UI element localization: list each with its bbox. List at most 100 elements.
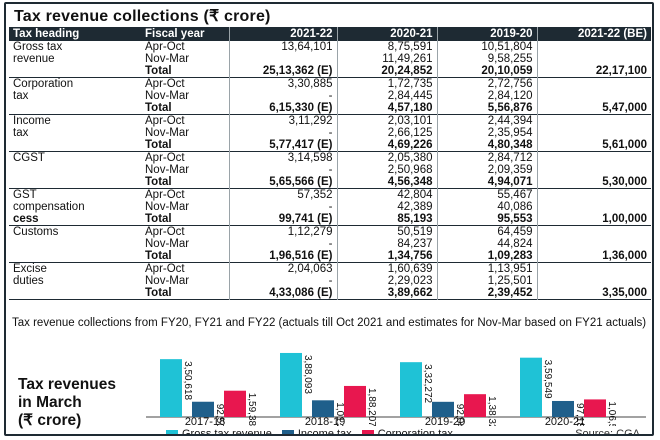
value-cell: - <box>228 201 337 213</box>
value-cell: - <box>228 275 337 287</box>
value-cell: 1,25,501 <box>436 275 537 287</box>
fiscal-period-cell: Total <box>145 65 172 77</box>
fiscal-period-cell: Apr-Oct <box>145 115 185 127</box>
value-cell: 1,13,951 <box>436 262 537 275</box>
table-row: tax Nov-Mar -2,66,125 2,35,954 <box>9 127 651 139</box>
legend-item: Corporation tax <box>361 428 453 434</box>
value-cell: 11,49,261 <box>336 53 437 65</box>
value-cell: 50,519 <box>336 225 437 238</box>
value-cell: 5,61,000 <box>536 139 651 152</box>
table-row: Nov-Mar -84,237 44,824 <box>9 238 651 250</box>
tax-heading-cell: Customs <box>13 226 59 238</box>
value-cell: 13,64,101 <box>228 41 337 53</box>
bar-corporation-tax-2019-20 <box>464 394 486 417</box>
fiscal-period-cell: Nov-Mar <box>145 90 190 102</box>
value-cell: 42,389 <box>336 201 437 213</box>
tax-heading-cell <box>9 238 141 250</box>
value-cell <box>536 275 651 287</box>
data-label: 3,88,093 <box>302 355 313 394</box>
value-cell: 25,13,362 (E) <box>228 65 337 78</box>
tax-heading-cell: Gross tax <box>13 41 63 53</box>
tax-heading-cell: Income <box>13 115 51 127</box>
value-cell: 5,56,876 <box>436 102 537 115</box>
value-cell: 5,77,417 (E) <box>228 139 337 152</box>
col-header-2021-22-be: 2021-22 (BE) <box>536 27 651 41</box>
value-cell: 2,29,023 <box>336 275 437 287</box>
value-cell: 1,00,000 <box>536 213 651 226</box>
legend-item: Gross tax revenue <box>166 428 272 436</box>
legend-item: Income tax <box>281 428 352 436</box>
value-cell: 2,35,954 <box>436 127 537 139</box>
data-label: 97,183 <box>574 403 585 426</box>
category-label: 2018-19 <box>305 416 345 426</box>
value-cell <box>536 201 651 213</box>
data-label: 1,59,388 <box>246 393 257 426</box>
value-cell <box>536 238 651 250</box>
legend-label: Income tax <box>297 428 352 436</box>
value-cell: - <box>228 127 337 139</box>
table-row: Total 25,13,362 (E) 20,24,852 20,10,059 22,1… <box>9 65 651 78</box>
fiscal-period-cell: Total <box>145 213 172 225</box>
table-row: revenue Nov-Mar 11,49,261 9,58,255 <box>9 53 651 65</box>
chart-title-line-3: (₹ crore) <box>18 412 82 429</box>
value-cell: 4,56,348 <box>336 176 437 189</box>
tax-heading-cell <box>9 139 141 152</box>
data-label: 1,38,322 <box>486 396 497 426</box>
value-cell: 3,89,662 <box>336 287 437 300</box>
fiscal-period-cell: Apr-Oct <box>145 263 185 275</box>
bar-corporation-tax-2020-21 <box>584 399 606 417</box>
chart-title-line-2: in March <box>18 394 82 411</box>
value-cell: 85,193 <box>336 213 437 226</box>
tax-heading-cell: GST <box>13 189 37 201</box>
page-title: Tax revenue collections (₹ crore) <box>14 8 271 25</box>
table-row: Total 1,96,516 (E) 1,34,756 1,09,283 1,36,00… <box>9 250 651 263</box>
tax-heading-cell <box>9 287 141 300</box>
bar-gross-tax-revenue-2017-18 <box>160 359 182 417</box>
value-cell: 5,65,566 (E) <box>228 176 337 189</box>
value-cell: - <box>228 90 337 102</box>
fiscal-period-cell: Apr-Oct <box>145 189 185 201</box>
table-row: compensation Nov-Mar -42,389 40,086 <box>9 201 651 213</box>
fiscal-period-cell: Total <box>145 287 172 299</box>
bar-gross-tax-revenue-2019-20 <box>400 362 422 417</box>
table-row: Total 4,33,086 (E) 3,89,662 2,39,452 3,35,00… <box>9 287 651 300</box>
table-row: Total 6,15,330 (E) 4,57,180 5,56,876 5,47,00… <box>9 102 651 115</box>
value-cell <box>536 188 651 201</box>
fiscal-period-cell: Total <box>145 139 172 151</box>
bar-corporation-tax-2018-19 <box>344 385 366 417</box>
tax-heading-cell: Corporation <box>13 78 74 90</box>
fiscal-period-cell: Nov-Mar <box>145 201 190 213</box>
value-cell: 5,47,000 <box>536 102 651 115</box>
value-cell: 1,34,756 <box>336 250 437 263</box>
value-cell: 55,467 <box>436 188 537 201</box>
col-header-tax-heading: Tax heading <box>9 27 141 41</box>
value-cell: 57,352 <box>228 188 337 201</box>
table-row: tax Nov-Mar -2,84,445 2,84,120 <box>9 90 651 102</box>
value-cell <box>536 53 651 65</box>
col-header-2021-22: 2021-22 <box>228 27 337 41</box>
fiscal-period-cell: Nov-Mar <box>145 275 190 287</box>
value-cell: 3,30,885 <box>228 77 337 90</box>
value-cell: 1,09,283 <box>436 250 537 263</box>
value-cell: 2,66,125 <box>336 127 437 139</box>
legend-label: Gross tax revenue <box>182 428 272 436</box>
fiscal-period-cell: Apr-Oct <box>145 78 185 90</box>
category-label: 2017-18 <box>185 416 225 426</box>
bar-gross-tax-revenue-2018-19 <box>280 352 302 417</box>
value-cell: 4,80,348 <box>436 139 537 152</box>
value-cell: 2,50,968 <box>336 164 437 176</box>
value-cell <box>536 90 651 102</box>
legend-swatch <box>281 429 294 434</box>
fiscal-period-cell: Apr-Oct <box>145 152 185 164</box>
data-label: 3,32,272 <box>422 364 433 403</box>
data-label: 92,505 <box>214 404 225 426</box>
fiscal-period-cell: Total <box>145 250 172 262</box>
table-row: Customs Apr-Oct 1,12,279 50,519 64,459 <box>9 225 651 238</box>
value-cell <box>536 151 651 164</box>
value-cell: 2,09,359 <box>436 164 537 176</box>
bar-corporation-tax-2017-18 <box>224 390 246 417</box>
category-label: 2020-21 <box>545 416 585 426</box>
tax-heading-cell <box>9 250 141 263</box>
tax-heading-cell <box>9 102 141 115</box>
tax-heading-cell <box>9 176 141 189</box>
